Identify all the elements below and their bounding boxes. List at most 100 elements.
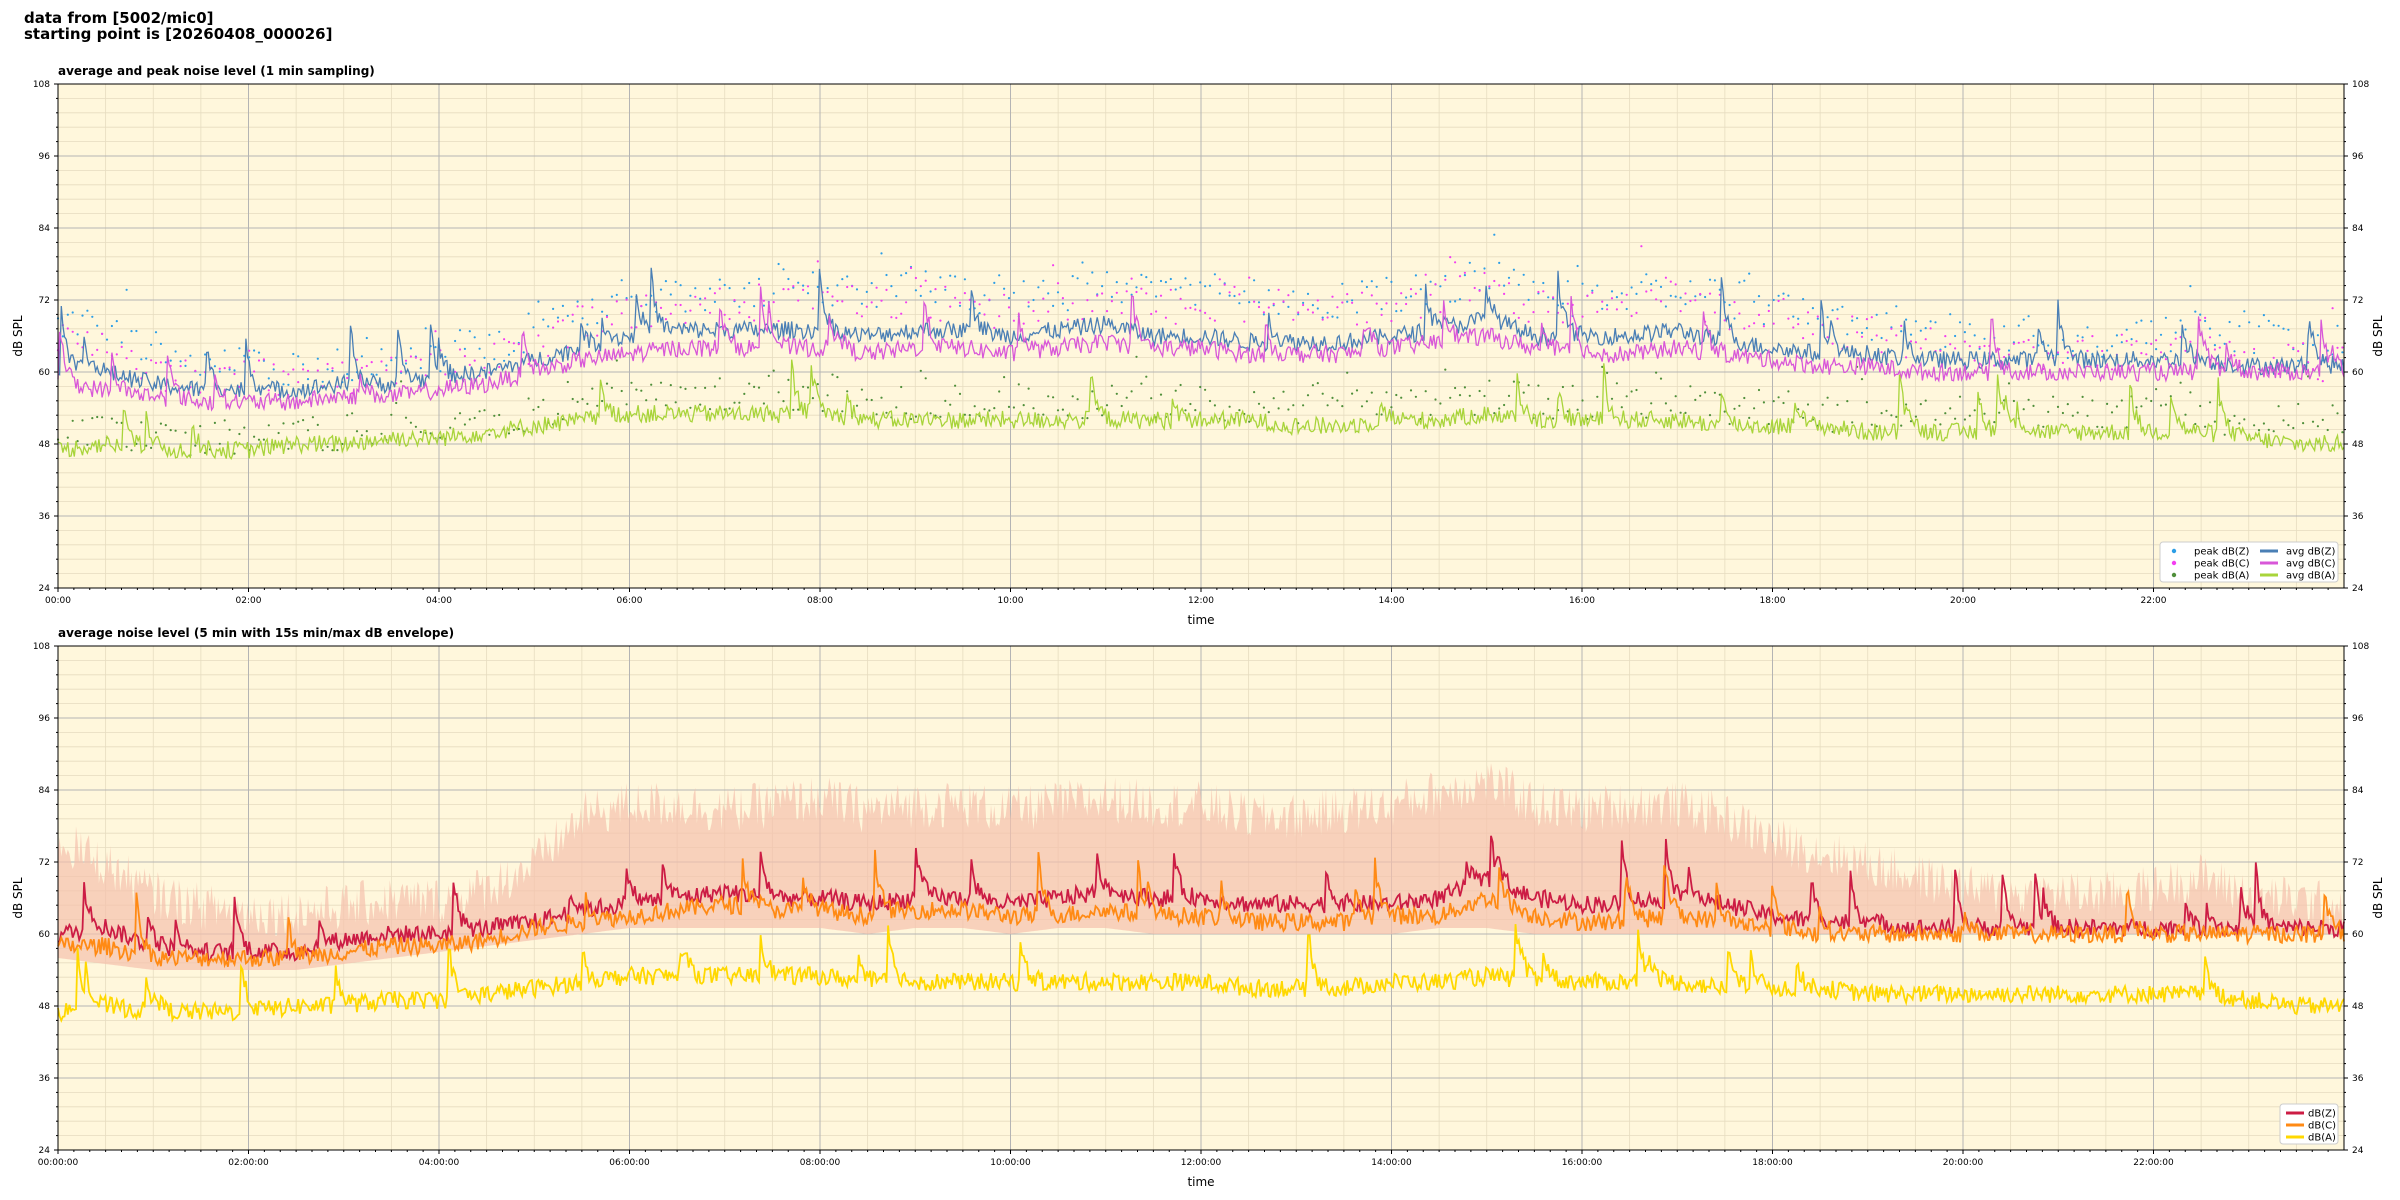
point-peak-db-a [262, 438, 265, 441]
point-peak-db-z [159, 342, 162, 345]
point-peak-db-a [1708, 414, 1712, 417]
x-axis-label: time [1187, 613, 1214, 627]
point-peak-db-c [1473, 286, 1476, 290]
point-peak-db-z [1458, 298, 1462, 301]
point-peak-db-z [1341, 282, 1344, 285]
point-peak-db-a [679, 386, 682, 389]
legend-marker [2171, 560, 2177, 566]
point-peak-db-z [2022, 318, 2025, 321]
point-peak-db-c [1659, 300, 1663, 303]
point-peak-db-a [2316, 425, 2319, 428]
point-peak-db-z [154, 331, 158, 334]
point-peak-db-z [125, 288, 128, 291]
point-peak-db-z [321, 380, 324, 383]
point-peak-db-z [2159, 333, 2163, 336]
point-peak-db-a [1458, 394, 1462, 397]
point-peak-db-z [855, 288, 859, 291]
point-peak-db-z [331, 369, 334, 372]
point-peak-db-c [1806, 311, 1810, 314]
point-peak-db-c [1179, 297, 1182, 300]
point-peak-db-a [2081, 395, 2084, 398]
point-peak-db-c [1488, 285, 1491, 288]
point-peak-db-z [1517, 283, 1520, 286]
point-peak-db-a [1723, 410, 1726, 413]
point-peak-db-c [2228, 340, 2231, 343]
point-peak-db-a [321, 449, 324, 452]
point-peak-db-a [199, 425, 202, 428]
point-peak-db-a [1757, 388, 1761, 392]
point-peak-db-a [2253, 424, 2256, 427]
point-peak-db-a [983, 408, 986, 411]
point-peak-db-c [674, 303, 677, 306]
xtick-label: 18:00 [1760, 596, 1786, 606]
point-peak-db-z [302, 363, 305, 366]
ytick-label-right: 96 [2352, 152, 2364, 162]
point-peak-db-c [115, 353, 118, 356]
point-peak-db-c [939, 319, 942, 322]
point-peak-db-a [1571, 384, 1574, 387]
point-peak-db-z [978, 312, 981, 315]
point-peak-db-c [1689, 299, 1692, 303]
point-peak-db-a [1797, 408, 1800, 411]
point-peak-db-z [1885, 312, 1888, 315]
point-peak-db-z [1346, 300, 1349, 303]
point-peak-db-a [184, 431, 187, 434]
point-peak-db-c [2022, 340, 2025, 343]
point-peak-db-z [826, 287, 829, 290]
legend-marker [2171, 548, 2177, 554]
xtick-label: 20:00 [1950, 596, 1976, 606]
point-peak-db-a [2022, 408, 2025, 411]
point-peak-db-a [806, 386, 810, 389]
point-peak-db-a [1321, 392, 1324, 395]
point-peak-db-a [2233, 414, 2236, 417]
point-peak-db-z [875, 305, 878, 308]
point-peak-db-z [694, 287, 697, 290]
point-peak-db-z [601, 310, 604, 313]
point-peak-db-z [2243, 310, 2246, 313]
point-peak-db-z [1625, 307, 1628, 311]
point-peak-db-c [1865, 318, 1868, 321]
point-peak-db-z [267, 377, 270, 380]
ytick-label-right: 108 [2352, 642, 2369, 652]
point-peak-db-c [1365, 321, 1368, 324]
point-peak-db-a [1522, 391, 1525, 394]
point-peak-db-z [169, 359, 172, 362]
point-peak-db-c [787, 288, 790, 291]
point-peak-db-z [287, 383, 290, 386]
point-peak-db-z [1655, 279, 1658, 282]
point-peak-db-z [1954, 334, 1957, 338]
point-peak-db-a [1110, 384, 1113, 387]
point-peak-db-z [2184, 328, 2187, 331]
series-avg-db-z [57, 267, 2345, 402]
point-peak-db-z [2003, 325, 2006, 328]
point-peak-db-a [630, 381, 633, 384]
point-peak-db-c [267, 389, 270, 392]
point-peak-db-c [826, 290, 829, 294]
point-peak-db-c [846, 285, 849, 289]
point-peak-db-c [2233, 354, 2236, 357]
point-peak-db-c [1385, 302, 1388, 305]
point-peak-db-a [2096, 425, 2099, 428]
point-peak-db-c [1713, 311, 1716, 314]
point-peak-db-z [684, 310, 687, 313]
point-peak-db-a [223, 419, 226, 422]
point-peak-db-c [571, 313, 574, 316]
point-peak-db-c [738, 311, 741, 314]
point-peak-db-c [1351, 301, 1354, 304]
y-axis-label: dB SPL [11, 315, 25, 357]
point-peak-db-z [547, 325, 550, 328]
series-avg-db-c [57, 286, 2345, 412]
xtick-label: 00:00 [45, 596, 71, 606]
point-peak-db-c [949, 305, 952, 308]
point-peak-db-c [865, 305, 868, 308]
point-peak-db-a [1003, 376, 1006, 379]
point-peak-db-z [958, 304, 962, 307]
point-peak-db-z [723, 283, 726, 287]
series-avg-db-a [57, 359, 2345, 461]
point-peak-db-z [753, 305, 756, 308]
point-peak-db-a [625, 403, 628, 406]
point-peak-db-c [1022, 322, 1025, 325]
point-peak-db-z [439, 370, 442, 373]
point-peak-db-z [454, 339, 457, 343]
point-peak-db-c [1164, 316, 1167, 319]
